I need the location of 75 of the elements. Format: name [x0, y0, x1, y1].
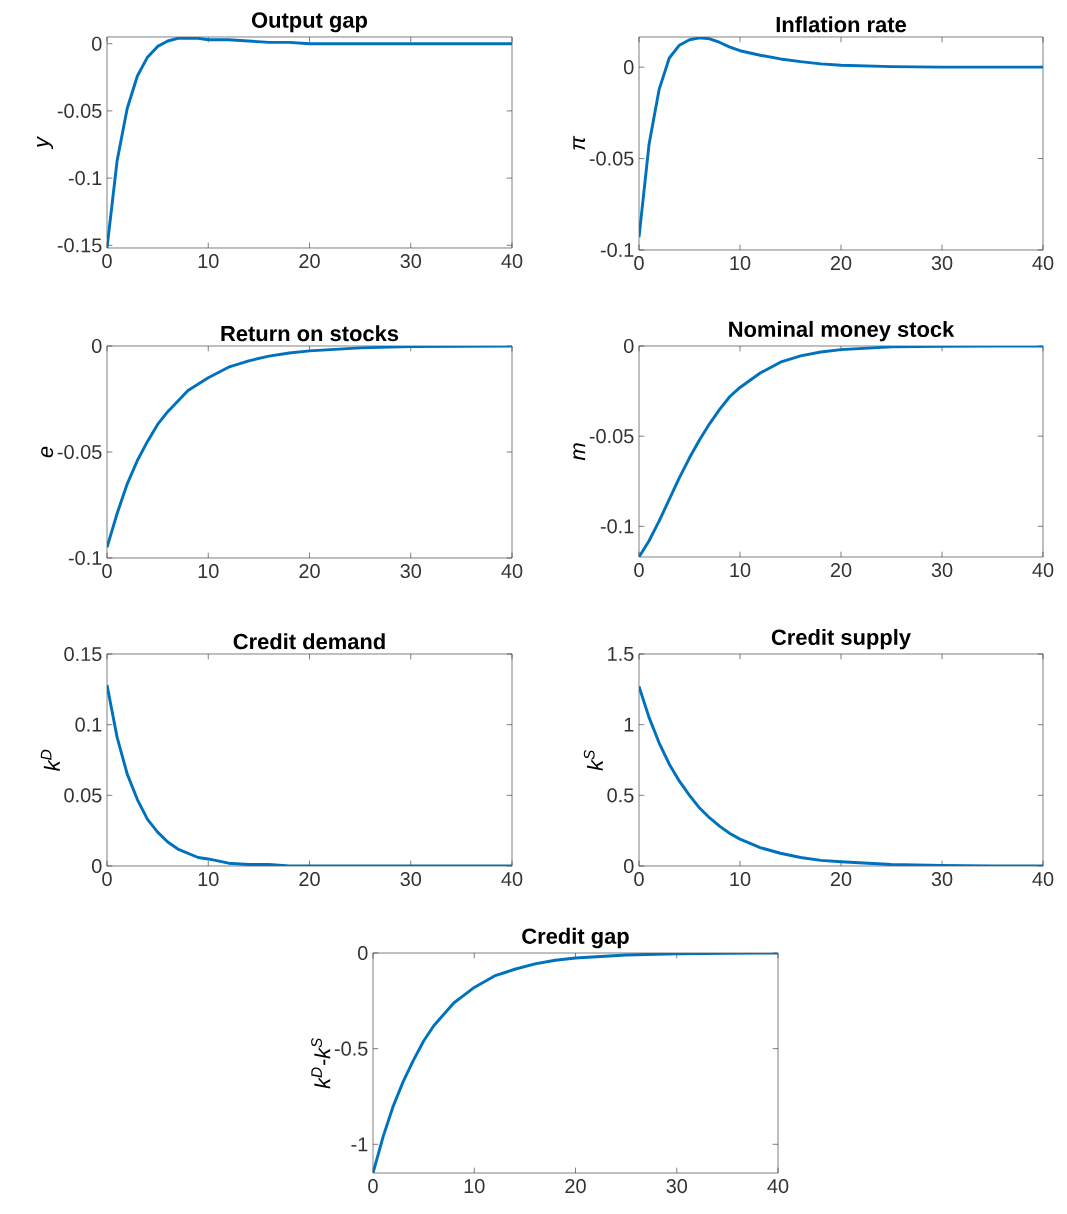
x-tick-label: 30: [931, 872, 953, 887]
y-axis-title: π: [573, 135, 586, 150]
y-tick-label: 0.15: [64, 646, 102, 662]
x-tick-label: 0: [102, 254, 112, 269]
x-tick-label: 30: [931, 256, 953, 271]
y-tick-label: 0.1: [75, 717, 102, 732]
x-tick-label: 40: [501, 564, 523, 579]
y-tick-label: -0.1: [68, 171, 102, 186]
y-tick-label: 0.05: [64, 788, 102, 803]
line-series: [639, 685, 1044, 866]
x-tick-label: 40: [501, 872, 523, 887]
y-axis-title: k$^{D}$-k$^{S}$: [311, 1037, 331, 1089]
x-tick-label: 10: [198, 872, 219, 887]
y-axis-title: k$^{D}$: [40, 749, 60, 771]
chart-title: Credit gap: [522, 927, 629, 949]
y-tick-label: -0.15: [57, 238, 102, 253]
x-tick-label: 30: [400, 254, 422, 269]
y-tick-label: -0.1: [600, 242, 634, 258]
y-tick-label: -0.05: [57, 444, 102, 460]
x-tick-label: 0: [634, 563, 644, 578]
x-tick-label: 40: [501, 254, 523, 269]
x-tick-label: 10: [464, 1179, 485, 1194]
x-tick-label: 40: [767, 1179, 789, 1194]
x-tick-label: 20: [830, 872, 852, 887]
x-tick-label: 0: [102, 564, 112, 579]
y-axis-title: e: [41, 446, 54, 458]
y-axis-title: k$^{S}$: [583, 749, 603, 771]
y-tick-label: -0.1: [68, 550, 102, 566]
y-tick-label: -0.05: [589, 151, 634, 166]
y-tick-label: -0.05: [57, 103, 102, 118]
x-tick-label: 20: [299, 564, 320, 579]
x-tick-label: 10: [730, 256, 751, 271]
y-tick-label: -0.1: [600, 519, 634, 534]
y-tick-label: 0: [92, 858, 102, 874]
x-tick-label: 20: [830, 563, 852, 578]
x-tick-label: 0: [102, 872, 112, 887]
chart-title: Nominal money stock: [729, 320, 955, 342]
x-tick-label: 30: [400, 872, 422, 887]
x-tick-label: 20: [299, 254, 320, 269]
x-tick-label: 0: [368, 1179, 378, 1194]
x-tick-label: 10: [730, 872, 751, 887]
y-tick-label: -0.05: [589, 429, 634, 444]
y-tick-label: -0.5: [334, 1041, 368, 1056]
chart-title: Credit demand: [233, 633, 385, 650]
x-tick-label: 20: [565, 1179, 586, 1194]
y-tick-label: 0: [358, 945, 368, 961]
x-tick-label: 0: [634, 872, 644, 887]
x-tick-label: 30: [931, 563, 953, 578]
y-tick-label: 0: [624, 60, 634, 75]
x-tick-label: 20: [830, 256, 852, 271]
x-tick-label: 10: [198, 564, 219, 579]
x-tick-label: 30: [666, 1179, 688, 1194]
x-tick-label: 0: [634, 256, 644, 271]
x-tick-label: 20: [299, 872, 320, 887]
x-tick-label: 10: [198, 254, 219, 269]
y-tick-label: -1: [351, 1137, 368, 1152]
y-tick-label: 0: [624, 338, 634, 354]
y-tick-label: 0.5: [607, 788, 634, 803]
chart-title: Return on stocks: [221, 325, 399, 342]
y-tick-label: 0: [92, 338, 102, 354]
x-tick-label: 40: [1032, 256, 1054, 271]
x-tick-label: 10: [730, 563, 751, 578]
x-tick-label: 40: [1032, 872, 1054, 887]
y-tick-label: 1.5: [608, 647, 634, 661]
x-tick-label: 40: [1032, 563, 1054, 578]
chart-title: Inflation rate: [776, 16, 907, 33]
line-series: [373, 953, 779, 1173]
chart-title: Output gap: [251, 12, 368, 33]
y-tick-label: 0: [624, 858, 634, 874]
y-tick-label: 0: [92, 36, 102, 51]
x-tick-label: 30: [400, 564, 422, 579]
y-axis-title: y: [36, 135, 54, 150]
y-tick-label: 1: [624, 717, 634, 732]
y-axis-title: m: [573, 443, 586, 461]
chart-title: Credit supply: [771, 628, 911, 650]
